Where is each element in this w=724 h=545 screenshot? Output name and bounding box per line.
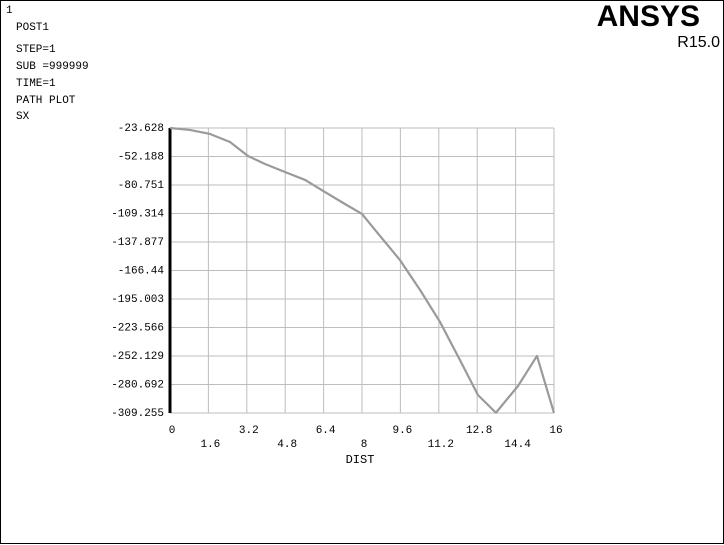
info-line: SX [16,111,30,123]
x-tick-label: 9.6 [392,425,412,437]
y-tick-label: -309.255 [111,408,164,420]
x-tick-label: 3.2 [239,425,259,437]
info-line: PATH PLOT [16,95,76,107]
y-tick-label: -80.751 [118,180,165,192]
x-tick-label: 11.2 [428,439,454,451]
x-tick-label: 4.8 [277,439,297,451]
x-tick-label: 8 [361,439,368,451]
x-tick-label: 6.4 [316,425,336,437]
logo: ANSYS [597,0,700,33]
info-line: SUB =999999 [16,61,89,73]
y-tick-label: -223.566 [111,322,164,334]
y-tick-label: -252.129 [111,351,164,363]
info-block: POST1 STEP=1 SUB =999999 TIME=1 PATH PLOT SX [16,22,89,123]
y-tick-label: -280.692 [111,379,164,391]
x-tick-label: 16 [549,425,562,437]
info-line: STEP=1 [16,44,56,56]
version: R15.0 [677,34,720,51]
data-line [169,126,556,414]
x-tick-label: 14.4 [504,439,531,451]
x-axis-label: DIST [346,453,375,467]
y-tick-label: -166.44 [118,265,165,277]
x-tick-label: 1.6 [200,439,220,451]
y-tick-label: -52.188 [118,151,164,163]
y-tick-label: -23.628 [118,123,164,135]
info-line: POST1 [16,22,49,34]
x-tick-label: 0 [169,425,176,437]
info-line: TIME=1 [16,78,56,90]
window-number: 1 [6,5,13,17]
y-tick-label: -137.877 [111,237,164,249]
plot: -23.628 -52.188 -80.751 -109.314 -137.877 -16… [111,123,562,467]
y-tick-label: -109.314 [111,208,164,220]
x-tick-label: 12.8 [466,425,492,437]
y-tick-label: -195.003 [111,294,164,306]
